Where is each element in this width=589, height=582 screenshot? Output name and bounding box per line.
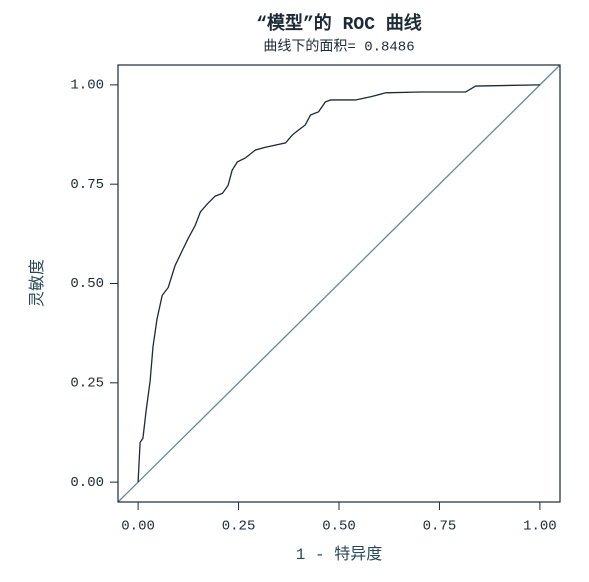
- x-tick-label: 0.50: [322, 519, 356, 535]
- y-tick-label: 0.75: [70, 177, 104, 193]
- y-tick-label: 0.50: [70, 276, 104, 292]
- chart-subtitle: 曲线下的面积= 0.8486: [263, 39, 414, 56]
- line: [137, 84, 540, 483]
- chart-title: “模型”的 ROC 曲线: [256, 12, 422, 35]
- y-tick-label: 0.00: [70, 475, 104, 491]
- y-tick-label: 0.25: [70, 376, 104, 392]
- plot-frame: [117, 64, 561, 503]
- y-tick-label: 1.00: [70, 78, 104, 94]
- x-tick-label: 0.00: [121, 519, 155, 535]
- x-tick-label: 1.00: [523, 519, 557, 535]
- x-axis-label: 1 - 特异度: [296, 545, 382, 564]
- x-tick-label: 0.25: [222, 519, 256, 535]
- x-tick-label: 0.75: [423, 519, 457, 535]
- y-axis-label: 灵敏度: [28, 259, 47, 307]
- line: [117, 64, 561, 503]
